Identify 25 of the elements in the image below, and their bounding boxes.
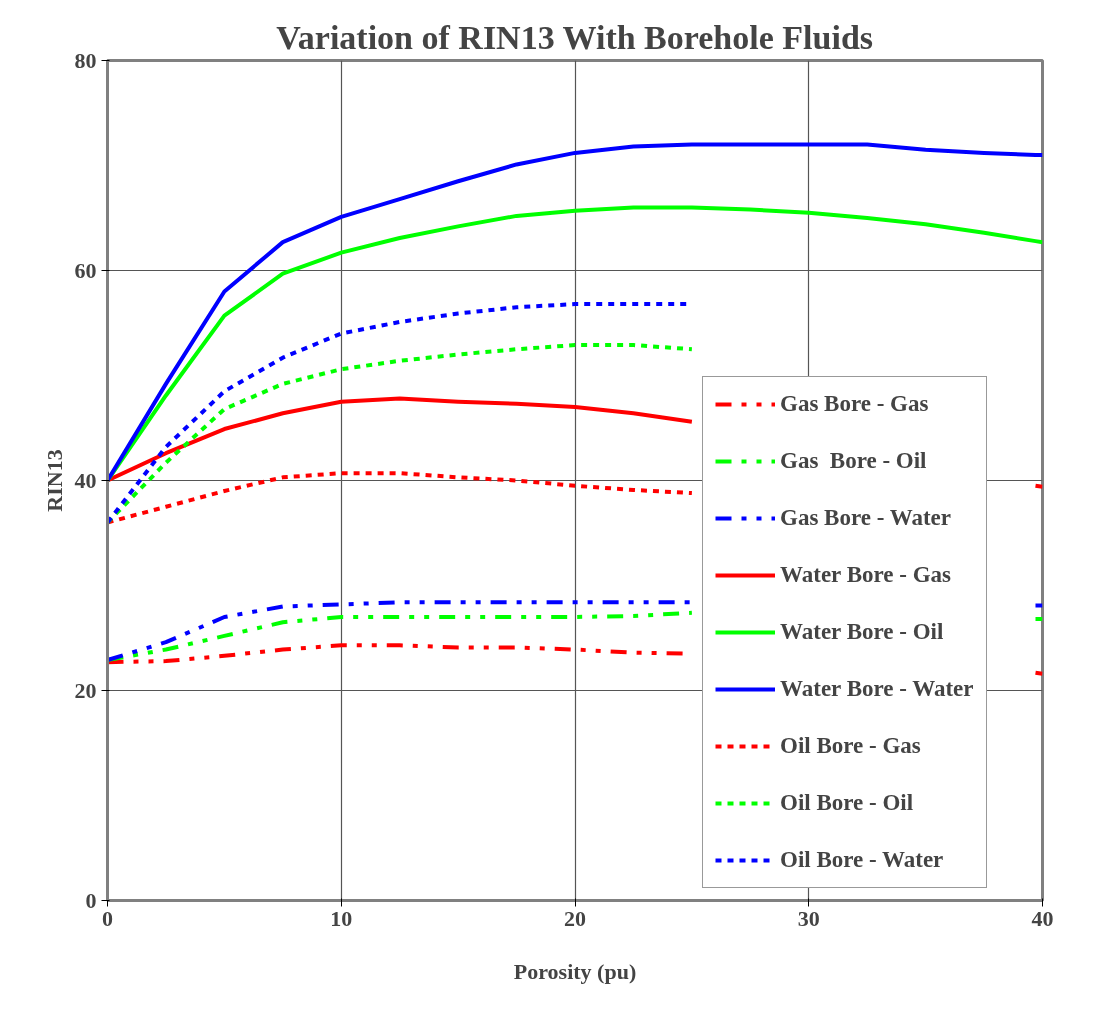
y-tick-label: 20 (74, 677, 97, 703)
legend-label: Gas Bore - Gas (780, 390, 929, 418)
line-series (107, 205, 1043, 483)
legend-label: Water Bore - Water (780, 675, 974, 703)
y-tick-label: 60 (74, 257, 97, 283)
x-tick-label: 0 (102, 905, 113, 931)
y-axis-title: RIN13 (41, 449, 67, 512)
legend-label: Oil Bore - Oil (780, 789, 914, 817)
legend-label: Water Bore - Oil (780, 618, 944, 646)
y-tick-label: 0 (85, 887, 97, 913)
line-series (107, 142, 1043, 483)
legend-label: Gas Bore - Water (780, 504, 951, 532)
x-axis-title: Porosity (pu) (513, 958, 637, 984)
x-tick-label: 20 (564, 905, 586, 931)
y-tick-label: 80 (74, 47, 97, 73)
x-tick-label: 30 (797, 905, 820, 931)
y-tick-label: 40 (74, 467, 97, 493)
legend-label: Gas Bore - Oil (780, 447, 927, 475)
line-series (107, 471, 694, 525)
x-tick-label: 40 (1031, 905, 1054, 931)
chart-title: Variation of RIN13 With Borehole Fluids (276, 18, 874, 56)
legend-label: Oil Bore - Gas (780, 732, 921, 760)
legend-label: Oil Bore - Water (780, 846, 944, 874)
x-tick-label: 10 (330, 905, 353, 931)
legend-label: Water Bore - Gas (780, 561, 951, 589)
